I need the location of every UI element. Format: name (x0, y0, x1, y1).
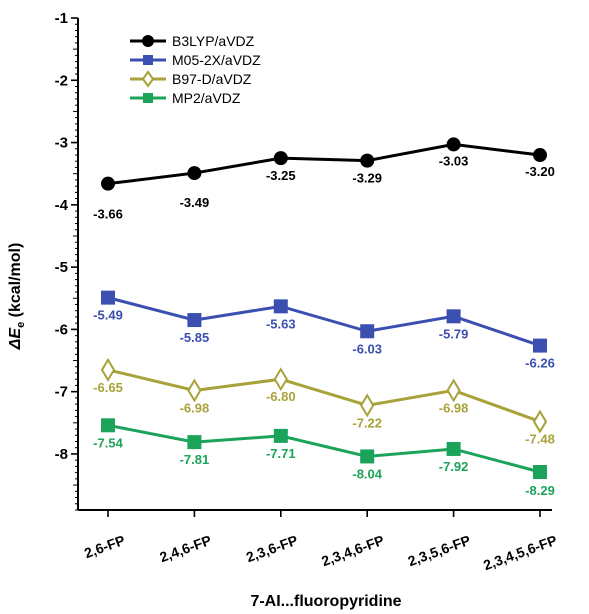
data-label: -6.03 (352, 341, 382, 356)
y-tick-label: -7 (55, 384, 68, 401)
x-tick-label: 2,4,6-FP (157, 532, 213, 565)
data-label: -3.66 (93, 207, 123, 222)
y-tick-label: -5 (55, 259, 68, 276)
legend-item: B97-D/aVDZ (130, 70, 252, 88)
series-line (107, 368, 541, 423)
y-tick-label: -4 (55, 197, 69, 214)
data-label: -6.26 (525, 356, 555, 371)
data-point (360, 449, 375, 464)
y-tick-label: -2 (55, 72, 68, 89)
data-label: -3.25 (266, 168, 296, 183)
data-label: -3.29 (352, 171, 382, 186)
legend-label: B97-D/aVDZ (172, 71, 252, 87)
series-layer: -3.66 -3.49 -3.25 -3.29 -3.03 -3.20 -5.49 -5.85… (93, 137, 555, 498)
data-point (273, 428, 288, 443)
data-label: -6.80 (266, 389, 296, 404)
data-label: -3.03 (439, 153, 469, 168)
data-point (533, 148, 547, 163)
data-point (273, 151, 288, 166)
y-tick-label: -8 (55, 446, 68, 463)
legend-item: M05-2X/aVDZ (130, 52, 261, 68)
x-tick-label: 2,3,6-FP (244, 532, 300, 565)
legend-marker (143, 55, 153, 65)
series-1: -5.49 -5.85 -5.63 -6.03 -5.79 -6.26 (93, 290, 555, 371)
series-2: -6.65 -6.98 -6.80 -7.22 -6.98 -7.48 (93, 357, 555, 447)
data-label: -5.85 (180, 330, 210, 345)
data-point (101, 290, 115, 305)
data-point (273, 367, 288, 392)
data-point (101, 418, 115, 433)
data-point (273, 299, 288, 314)
data-label: -7.48 (525, 432, 555, 447)
data-label: -5.63 (266, 316, 296, 331)
data-point (101, 176, 115, 191)
data-point (446, 441, 461, 456)
data-point (533, 338, 547, 353)
data-label: -7.81 (180, 452, 210, 467)
data-point (446, 378, 461, 403)
legend-item: MP2/aVDZ (130, 90, 241, 106)
x-tick-label: 2,3,5,6-FP (406, 532, 473, 569)
data-point (446, 137, 461, 152)
legend-label: B3LYP/aVDZ (172, 33, 255, 49)
data-label: -6.98 (439, 400, 469, 415)
series-line (107, 423, 541, 474)
data-point (187, 435, 202, 450)
data-point (533, 465, 547, 480)
x-tick-label: 2,3,4,5,6-FP (481, 532, 559, 573)
data-point (446, 309, 461, 324)
data-point (360, 393, 375, 418)
y-tick-label: -6 (55, 321, 68, 338)
y-axis-title-unit: (kcal/mol) (7, 243, 24, 322)
data-label: -7.71 (266, 446, 296, 461)
series-3: -7.54 -7.81 -7.71 -8.04 -7.92 -8.29 (93, 418, 555, 498)
data-point (100, 357, 116, 382)
data-point (187, 166, 202, 181)
data-label: -5.49 (93, 308, 123, 323)
data-label: -8.04 (352, 466, 382, 481)
data-point (532, 409, 548, 434)
data-label: -5.79 (439, 326, 469, 341)
data-label: -7.92 (439, 459, 469, 474)
legend-marker (142, 35, 154, 47)
data-label: -8.29 (525, 483, 555, 498)
y-axis-title-subscript: e (15, 322, 27, 328)
data-point (187, 378, 202, 403)
data-label: -6.98 (180, 400, 210, 415)
y-axis-title: ΔEe (kcal/mol) (7, 243, 27, 351)
y-tick-label: -3 (55, 135, 68, 152)
legend-item: B3LYP/aVDZ (130, 33, 255, 49)
data-label: -3.20 (525, 164, 555, 179)
legend: B3LYP/aVDZ M05-2X/aVDZ B97-D/aVDZ MP2/aVDZ (130, 33, 261, 106)
series-line (107, 142, 541, 186)
x-tick-label: 2,3,4,6-FP (319, 532, 386, 569)
legend-label: M05-2X/aVDZ (172, 52, 261, 68)
legend-marker (141, 70, 155, 88)
legend-marker (143, 93, 153, 103)
x-tick-label: 2,6-FP (82, 532, 127, 561)
y-axis-title-symbol: ΔE (7, 327, 24, 351)
data-label: -7.22 (352, 415, 382, 430)
legend-label: MP2/aVDZ (172, 90, 241, 106)
data-point (187, 313, 202, 328)
data-label: -6.65 (93, 380, 123, 395)
data-label: -7.54 (93, 435, 123, 450)
axes: -1 -2 -3 -4 -5 -6 -7 -8 2,6-FP 2,4,6-FP 2,3,6-FP 2,… (55, 10, 559, 573)
x-axis-title: 7-AI...fluoropyridine (250, 593, 401, 610)
series-0: -3.66 -3.49 -3.25 -3.29 -3.03 -3.20 (93, 137, 555, 222)
data-label: -3.49 (180, 195, 210, 210)
series-line (107, 296, 541, 348)
y-tick-label: -1 (55, 10, 68, 27)
data-point (360, 153, 375, 168)
data-point (360, 324, 375, 339)
